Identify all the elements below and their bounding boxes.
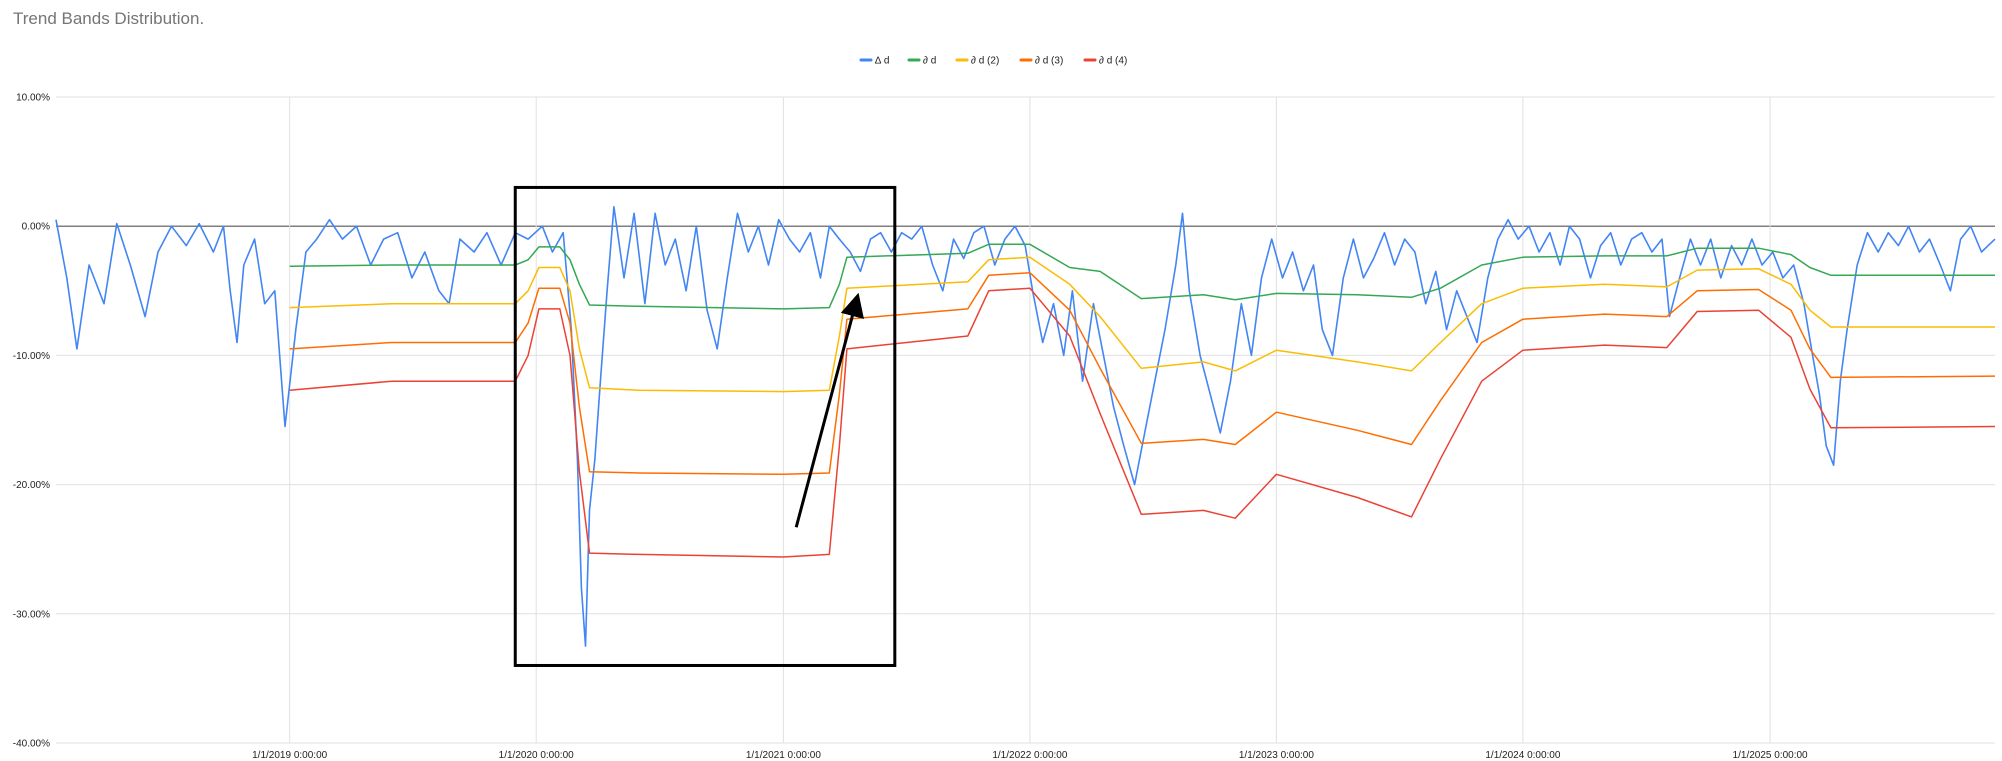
series-line-3 [289,256,1995,393]
series-line-5 [289,287,1996,558]
chart-title: Trend Bands Distribution. [13,9,205,28]
series-layer [55,206,1996,647]
x-tick-label: 1/1/2023 0:00:00 [1239,750,1315,761]
y-tick-label: -10.00% [13,351,50,362]
y-tick-label: 10.00% [16,93,50,104]
legend-label: ∂ d (4) [1099,56,1127,67]
legend-item-1: ∆ d [859,56,889,67]
legend-item-4: ∂ d (3) [1019,56,1063,67]
annotation-arrow [794,292,864,528]
series-line-2 [289,243,1995,310]
y-tick-label: -20.00% [13,480,50,491]
legend-label: ∆ d [875,56,889,67]
legend-label: ∂ d (2) [971,56,999,67]
legend-label: ∂ d [923,56,936,67]
axis-layer: 10.00% 0.00% -10.00% -20.00% -30.00% -40.00% 1… [13,93,1808,761]
x-tick-label: 1/1/2020 0:00:00 [499,750,575,761]
legend-label: ∂ d (3) [1035,56,1063,67]
legend-item-3: ∂ d (2) [955,56,999,67]
y-tick-label: -40.00% [13,739,50,750]
grid-layer [56,96,1995,744]
x-tick-label: 1/1/2021 0:00:00 [746,750,822,761]
y-tick-label: 0.00% [22,222,50,233]
x-tick-label: 1/1/2025 0:00:00 [1733,750,1809,761]
series-line-4 [289,271,1996,476]
legend-item-2: ∂ d [907,56,936,67]
x-tick-label: 1/1/2024 0:00:00 [1485,750,1561,761]
highlight-rectangle [513,185,897,667]
legend: ∆ d ∂ d ∂ d (2) ∂ d (3) ∂ d (4) [859,56,1127,67]
x-tick-label: 1/1/2019 0:00:00 [252,750,328,761]
annotation-layer [513,185,897,667]
legend-item-5: ∂ d (4) [1083,56,1127,67]
y-tick-label: -30.00% [13,609,50,620]
x-tick-label: 1/1/2022 0:00:00 [992,750,1068,761]
